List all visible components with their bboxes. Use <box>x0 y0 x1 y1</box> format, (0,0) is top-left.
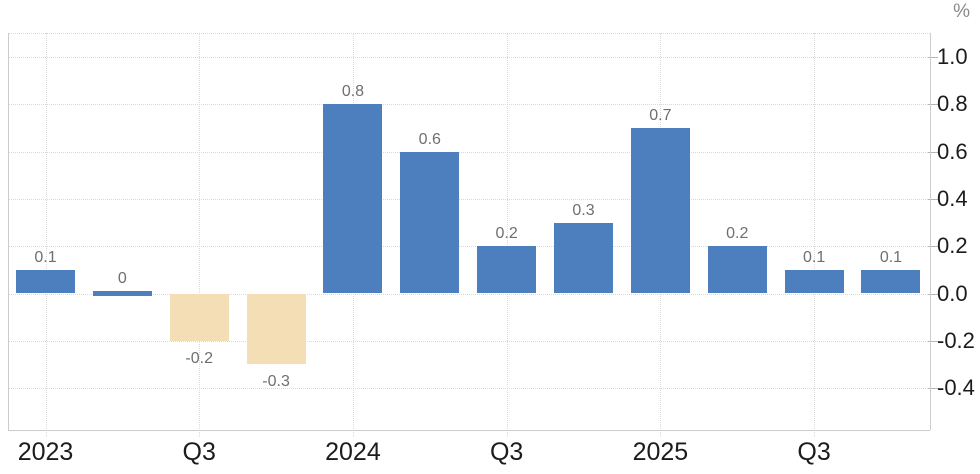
bar-value-label: 0.1 <box>802 248 826 266</box>
bar-value-label: 0.2 <box>726 225 749 243</box>
bar-value-label: 0 <box>117 270 127 287</box>
bar[interactable] <box>323 104 383 294</box>
bar-value-label: 0.7 <box>649 106 672 124</box>
h-gridline <box>8 388 930 390</box>
y-axis-tick-label: 0.8 <box>937 91 968 117</box>
h-gridline <box>8 57 930 58</box>
y-axis-tick-label: -0.2 <box>937 327 975 353</box>
v-gridline <box>814 33 816 437</box>
bar[interactable] <box>554 222 614 294</box>
x-axis-tick-label: 2024 <box>325 438 381 466</box>
y-axis-tick <box>928 198 938 200</box>
bar-value-label: 0.6 <box>418 130 441 148</box>
h-gridline <box>8 340 930 342</box>
bar[interactable] <box>400 151 460 294</box>
v-gridline <box>506 33 508 437</box>
y-axis-unit-label: % <box>953 1 970 22</box>
bar[interactable] <box>784 269 844 294</box>
bar[interactable] <box>16 269 75 294</box>
h-gridline <box>8 151 930 153</box>
x-axis-tick-label: Q3 <box>182 438 216 466</box>
y-axis-tick <box>928 388 938 390</box>
bar-value-label: 0.3 <box>572 201 595 219</box>
plot-border-bottom <box>8 430 930 431</box>
y-axis-tick <box>928 104 938 106</box>
bar[interactable] <box>92 291 152 296</box>
h-gridline <box>8 104 930 106</box>
x-axis-tick-label: 2023 <box>17 438 74 466</box>
plot-border-top <box>8 33 930 34</box>
bar[interactable] <box>707 246 767 294</box>
y-axis-tick-label: -0.4 <box>937 375 975 401</box>
x-axis-tick-label: Q3 <box>797 438 831 466</box>
v-gridline <box>199 33 201 437</box>
y-axis-tick-label: 0.0 <box>937 280 968 306</box>
y-axis-tick <box>928 57 938 58</box>
y-axis-tick <box>928 151 938 153</box>
bar[interactable] <box>246 293 306 365</box>
y-axis-tick <box>928 246 938 248</box>
y-axis-tick-label: 0.2 <box>937 233 968 259</box>
bar[interactable] <box>630 127 690 294</box>
y-axis-tick-label: 1.0 <box>937 44 968 69</box>
bar-value-label: 0.8 <box>341 83 365 101</box>
y-axis-line <box>930 33 931 430</box>
x-axis-tick-label: Q3 <box>489 438 524 466</box>
x-axis-tick-label: 2025 <box>632 438 689 466</box>
y-axis-tick-label: 0.4 <box>937 185 968 211</box>
plot-border-left <box>8 33 9 430</box>
h-gridline <box>8 246 930 248</box>
bar-value-label: -0.3 <box>262 373 290 391</box>
bar-value-label: 0.1 <box>34 248 57 266</box>
bar-value-label: 0.1 <box>879 248 903 266</box>
v-gridline <box>45 33 47 437</box>
bar-value-label: -0.2 <box>185 349 213 367</box>
y-axis-tick-label: 0.6 <box>937 138 968 164</box>
h-gridline <box>8 198 930 200</box>
bar[interactable] <box>169 293 229 341</box>
y-axis-tick <box>928 340 938 342</box>
h-gridline <box>8 293 930 295</box>
bar-value-label: 0.2 <box>495 225 518 243</box>
bar[interactable] <box>861 269 921 294</box>
y-axis-tick <box>928 293 938 295</box>
bar[interactable] <box>477 246 537 294</box>
